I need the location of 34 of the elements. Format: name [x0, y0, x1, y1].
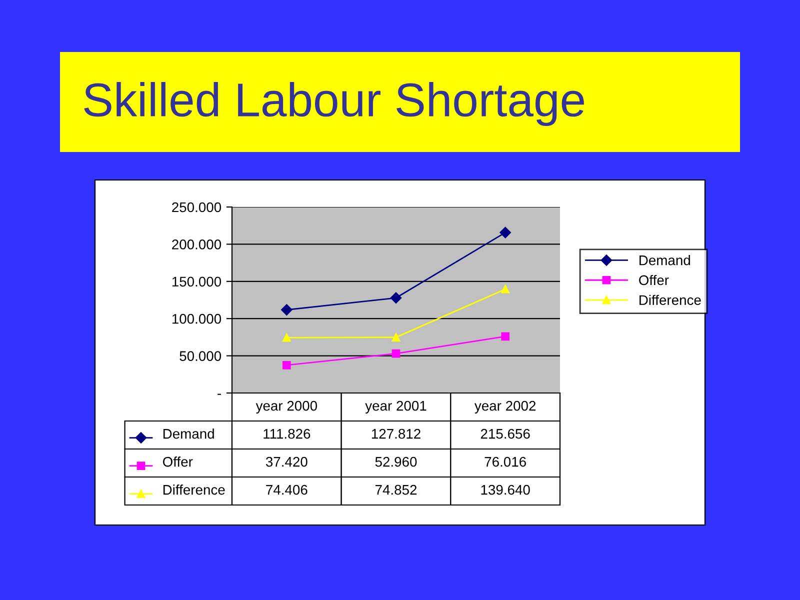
data-label: 111.826 [264, 428, 310, 439]
point [390, 292, 402, 304]
point [500, 226, 511, 238]
legend-label: Difference [640, 294, 701, 306]
text: Difference [163, 484, 225, 495]
data-label: 139.640 [481, 484, 530, 495]
data-label: 37.420 [266, 456, 308, 467]
data-label: 74.406 [266, 484, 308, 495]
y-tick-label: 200.000 [172, 240, 222, 250]
x-tick-label: year 2000 [256, 400, 318, 414]
point [501, 284, 510, 294]
y-tick-label: 100.000 [172, 314, 222, 324]
x-tick-label: year 2002 [474, 400, 536, 414]
y-tick-label: - [218, 394, 221, 395]
data-label: 215.656 [480, 428, 530, 439]
chart-title: Skilled Labour Shortage [84, 82, 584, 126]
data-label: 52.960 [375, 456, 417, 467]
data-label: 127.812 [372, 428, 420, 439]
x-tick-label: year 2001 [365, 400, 426, 414]
point [392, 333, 400, 342]
legend-label: Offer [162, 456, 193, 467]
text: Demand [163, 428, 214, 439]
data-label: 74.852 [375, 484, 417, 495]
y-tick-label: 250.000 [172, 202, 222, 212]
y-tick-label: 150.000 [172, 276, 222, 287]
point [501, 332, 510, 341]
point [281, 304, 292, 316]
point [282, 360, 291, 370]
text: Offer [639, 274, 669, 286]
data-label: 76.016 [484, 456, 526, 467]
point [282, 333, 291, 342]
legend-label: Demand [640, 255, 690, 266]
y-tick-label: 50.000 [180, 351, 222, 361]
point [392, 349, 400, 358]
